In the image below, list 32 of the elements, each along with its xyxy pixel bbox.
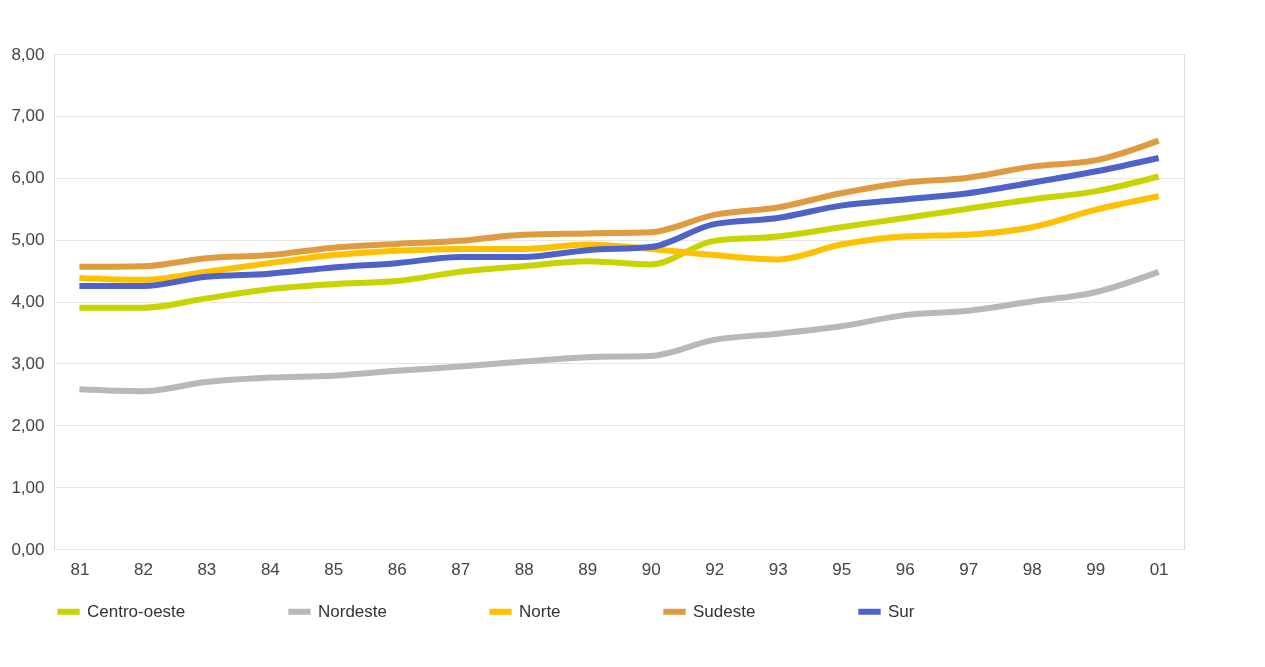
legend-label: Sudeste [693,601,756,621]
legend-label: Norte [519,601,561,621]
legend-label: Centro-oeste [87,601,186,621]
x-tick-label: 93 [768,559,788,579]
x-tick-label: 83 [197,559,217,579]
x-tick-label: 98 [1022,559,1042,579]
x-tick-label: 90 [641,559,661,579]
y-tick-label: 2,00 [11,415,45,435]
y-tick-label: 3,00 [11,353,45,373]
x-tick-label: 96 [895,559,915,579]
x-tick-label: 82 [133,559,153,579]
legend-label: Sur [888,601,915,621]
y-tick-label: 6,00 [11,168,45,188]
x-tick-label: 85 [324,559,344,579]
y-tick-label: 0,00 [11,539,45,559]
y-tick-label: 5,00 [11,230,45,250]
x-tick-label: 92 [705,559,725,579]
x-tick-label: 81 [70,559,90,579]
y-tick-label: 8,00 [11,44,45,64]
y-tick-label: 7,00 [11,106,45,126]
x-tick-label: 99 [1086,559,1106,579]
x-tick-label: 01 [1149,559,1169,579]
x-tick-label: 97 [959,559,979,579]
x-tick-label: 84 [260,559,280,579]
x-tick-label: 87 [451,559,471,579]
y-tick-label: 1,00 [11,477,45,497]
x-tick-label: 86 [387,559,407,579]
y-tick-label: 4,00 [11,292,45,311]
x-tick-label: 95 [832,559,852,579]
x-tick-label: 89 [578,559,598,579]
legend-label: Nordeste [318,601,387,621]
x-tick-label: 88 [514,559,534,579]
